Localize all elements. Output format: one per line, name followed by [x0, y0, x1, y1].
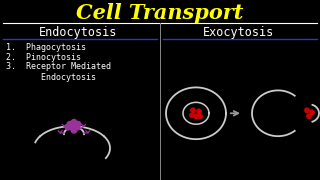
Circle shape	[65, 124, 71, 130]
Circle shape	[191, 108, 195, 112]
Text: 3.  Receptor Mediated
       Endocytosis: 3. Receptor Mediated Endocytosis	[6, 62, 111, 82]
Circle shape	[74, 124, 80, 130]
Circle shape	[310, 110, 314, 114]
Circle shape	[194, 114, 198, 118]
Circle shape	[190, 113, 194, 118]
Circle shape	[305, 108, 309, 112]
Circle shape	[75, 122, 81, 127]
Circle shape	[67, 122, 73, 127]
Circle shape	[197, 109, 201, 113]
Text: Cell Transport: Cell Transport	[76, 3, 244, 23]
Circle shape	[71, 127, 77, 133]
Circle shape	[307, 114, 311, 118]
Circle shape	[198, 114, 202, 118]
Text: Endocytosis: Endocytosis	[39, 26, 117, 39]
Circle shape	[69, 124, 75, 130]
Text: Exocytosis: Exocytosis	[202, 26, 274, 39]
Text: 1.  Phagocytosis: 1. Phagocytosis	[6, 43, 86, 52]
Circle shape	[71, 120, 77, 125]
Text: 2.  Pinocytosis: 2. Pinocytosis	[6, 53, 81, 62]
